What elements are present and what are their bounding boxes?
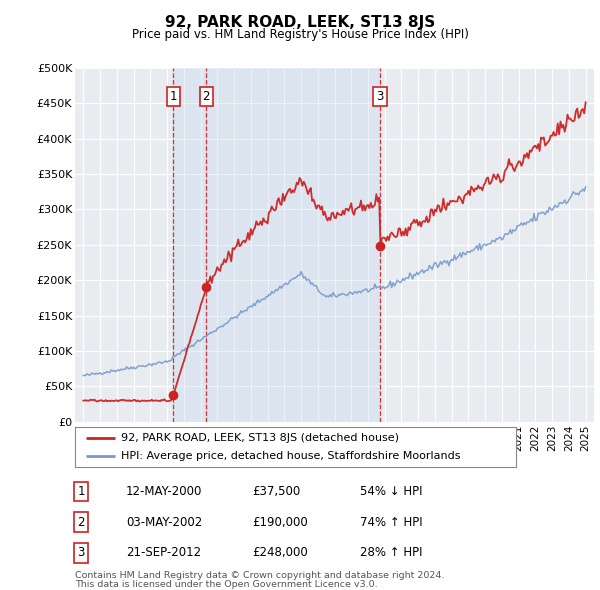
Text: Price paid vs. HM Land Registry's House Price Index (HPI): Price paid vs. HM Land Registry's House … xyxy=(131,28,469,41)
Text: £248,000: £248,000 xyxy=(252,546,308,559)
Text: 54% ↓ HPI: 54% ↓ HPI xyxy=(360,485,422,498)
Text: 03-MAY-2002: 03-MAY-2002 xyxy=(126,516,202,529)
Text: 28% ↑ HPI: 28% ↑ HPI xyxy=(360,546,422,559)
Text: 3: 3 xyxy=(77,546,85,559)
Text: £37,500: £37,500 xyxy=(252,485,300,498)
Text: 21-SEP-2012: 21-SEP-2012 xyxy=(126,546,201,559)
Text: 92, PARK ROAD, LEEK, ST13 8JS (detached house): 92, PARK ROAD, LEEK, ST13 8JS (detached … xyxy=(121,433,400,443)
Text: Contains HM Land Registry data © Crown copyright and database right 2024.: Contains HM Land Registry data © Crown c… xyxy=(75,571,445,581)
Bar xyxy=(206,68,380,422)
Text: HPI: Average price, detached house, Staffordshire Moorlands: HPI: Average price, detached house, Staf… xyxy=(121,451,461,461)
Text: 2: 2 xyxy=(203,90,210,103)
Text: 12-MAY-2000: 12-MAY-2000 xyxy=(126,485,202,498)
Bar xyxy=(173,68,206,422)
Text: £190,000: £190,000 xyxy=(252,516,308,529)
Text: 3: 3 xyxy=(376,90,384,103)
Text: 74% ↑ HPI: 74% ↑ HPI xyxy=(360,516,422,529)
Text: 1: 1 xyxy=(77,485,85,498)
Text: 1: 1 xyxy=(170,90,177,103)
Text: 92, PARK ROAD, LEEK, ST13 8JS: 92, PARK ROAD, LEEK, ST13 8JS xyxy=(165,15,435,30)
Text: This data is licensed under the Open Government Licence v3.0.: This data is licensed under the Open Gov… xyxy=(75,579,377,589)
Text: 2: 2 xyxy=(77,516,85,529)
